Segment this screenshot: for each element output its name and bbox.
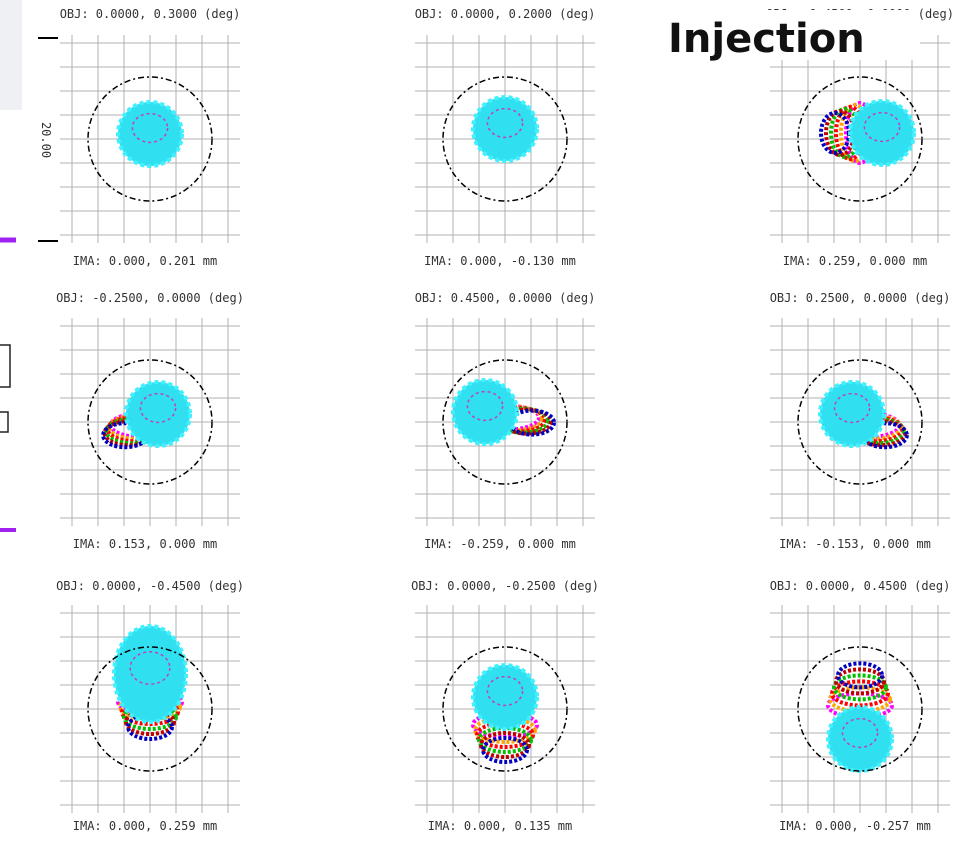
image-label: IMA: 0.000, -0.130 mm — [424, 254, 576, 268]
spot-panel: OBJ: -0.4500, 0.0000 (deg)IMA: 0.259, 0.… — [766, 7, 954, 268]
edge-bracket — [0, 344, 11, 388]
airy-circle — [797, 76, 923, 202]
airy-circle — [87, 359, 213, 485]
airy-circle — [87, 76, 213, 202]
field-label: OBJ: 0.0000, 0.4500 (deg) — [770, 579, 951, 593]
image-label: IMA: 0.000, 0.259 mm — [73, 819, 218, 833]
field-label: OBJ: 0.0000, -0.2500 (deg) — [411, 579, 599, 593]
field-label: OBJ: 0.4500, 0.0000 (deg) — [415, 291, 596, 305]
spot-core — [112, 624, 188, 724]
spot-ring — [860, 421, 909, 450]
field-label: OBJ: -0.2500, 0.0000 (deg) — [56, 291, 244, 305]
spot-ring — [473, 716, 537, 744]
spot-ring — [481, 736, 529, 764]
spot-ring — [508, 408, 556, 437]
image-label: IMA: 0.000, 0.135 mm — [428, 819, 573, 833]
spot-inner — [833, 392, 871, 424]
spot-core — [124, 380, 192, 448]
spot-inner — [129, 651, 171, 685]
airy-circle — [797, 646, 923, 772]
field-label: OBJ: 0.0000, -0.4500 (deg) — [56, 579, 244, 593]
spot-ring — [836, 661, 884, 690]
airy-circle — [87, 646, 213, 772]
spot-ring — [832, 673, 888, 702]
image-label: IMA: -0.259, 0.000 mm — [424, 537, 576, 551]
spot-inner — [486, 675, 524, 707]
spot-inner — [131, 112, 169, 144]
spot-inner — [863, 111, 901, 143]
airy-circle — [797, 359, 923, 485]
spot-core — [471, 95, 539, 163]
spot-inner — [139, 392, 177, 424]
title: Injection — [668, 16, 865, 62]
spot-panel: OBJ: 0.4500, 0.0000 (deg) IMA: -0.259, 0.… — [415, 291, 596, 551]
spot-panel: OBJ: 0.0000, 0.3000 (deg) IMA: 0.000, 0.2… — [60, 7, 241, 268]
spot-panel: OBJ: 0.0000, -0.4500 (deg) IMA: 0.000, 0.… — [56, 579, 244, 833]
spot-panel: OBJ: 0.0000, 0.2000 (deg) IMA: 0.000, -0.… — [415, 7, 596, 268]
image-label: IMA: 0.000, -0.257 mm — [779, 819, 931, 833]
spot-core — [818, 380, 886, 448]
spot-ring — [479, 731, 531, 759]
airy-circle — [442, 76, 568, 202]
image-label: IMA: 0.259, 0.000 mm — [783, 254, 928, 268]
spot-ring — [480, 404, 544, 433]
background-panel — [0, 0, 22, 110]
spot-ring — [834, 667, 886, 696]
spot-panel: OBJ: 0.0000, 0.4500 (deg) IMA: 0.000, -0.… — [770, 579, 951, 833]
spot-core — [471, 663, 539, 731]
spot-core — [848, 99, 916, 167]
field-label: OBJ: 0.0000, 0.2000 (deg) — [415, 7, 596, 21]
spot-panel: OBJ: 0.0000, -0.2500 (deg) IMA: 0.000, 0.… — [411, 579, 599, 833]
airy-circle — [442, 359, 568, 485]
spot-core — [451, 378, 519, 446]
spot-ring — [118, 693, 182, 721]
image-label: IMA: 0.153, 0.000 mm — [73, 537, 218, 551]
title-backdrop — [662, 10, 920, 60]
spot-ring — [828, 685, 892, 714]
airy-circle — [442, 646, 568, 772]
panel-grid: OBJ: 0.0000, 0.3000 (deg) IMA: 0.000, 0.2… — [56, 7, 954, 833]
axis-label: 20.00 — [39, 122, 53, 158]
image-label: IMA: 0.000, 0.201 mm — [73, 254, 218, 268]
field-label: OBJ: 0.2500, 0.0000 (deg) — [770, 291, 951, 305]
spot-panel: OBJ: -0.2500, 0.0000 (deg) IMA: 0.153, 0.… — [56, 291, 244, 551]
spot-inner — [841, 717, 879, 749]
spot-inner — [486, 107, 524, 139]
spot-core — [116, 100, 184, 168]
image-label: IMA: -0.153, 0.000 mm — [779, 537, 931, 551]
spot-inner — [466, 390, 504, 422]
spot-panel: OBJ: 0.2500, 0.0000 (deg) IMA: -0.153, 0.… — [770, 291, 951, 551]
spot-core — [826, 705, 894, 773]
edge-bracket — [0, 411, 9, 433]
field-label: OBJ: 0.0000, 0.3000 (deg) — [60, 7, 241, 21]
